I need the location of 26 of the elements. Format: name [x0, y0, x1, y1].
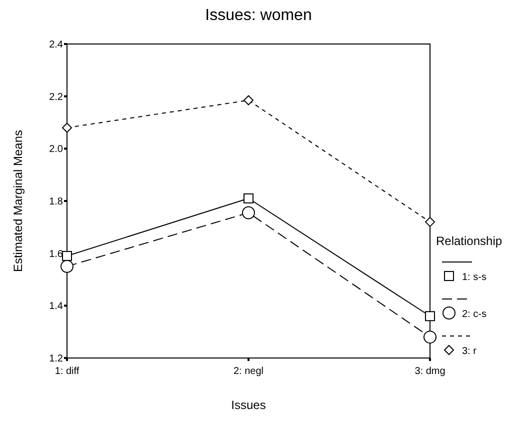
point — [244, 193, 254, 204]
x-tick-label: 3: dmg — [414, 366, 446, 377]
legend-label: 2: c-s — [462, 309, 486, 320]
legend-label: 3: r — [462, 346, 478, 357]
point — [242, 206, 255, 220]
y-tick-label: 1.4 — [49, 301, 64, 312]
point — [60, 260, 74, 273]
x-tick-label: 2: negl — [233, 366, 264, 377]
legend-label: 1: s-s — [462, 272, 486, 283]
chart-title: Issues: women — [205, 7, 312, 24]
x-tick-label: 1: diff — [54, 366, 80, 377]
y-tick-label: 2.0 — [49, 144, 64, 156]
point — [62, 122, 72, 133]
point — [244, 95, 254, 106]
legend-title: Relationship — [436, 234, 502, 248]
point — [425, 216, 435, 227]
x-axis-title: Issues — [231, 398, 266, 412]
point — [62, 250, 72, 261]
y-tick-label: 1.6 — [49, 248, 64, 260]
y-tick-label: 2.2 — [49, 92, 64, 103]
y-tick-label: 2.4 — [49, 40, 64, 50]
y-axis-title: Estimated Marginal Means — [11, 130, 25, 272]
point — [425, 311, 435, 322]
point — [424, 330, 436, 344]
y-tick-label: 1.2 — [49, 354, 64, 364]
y-tick-label: 1.8 — [49, 196, 64, 208]
